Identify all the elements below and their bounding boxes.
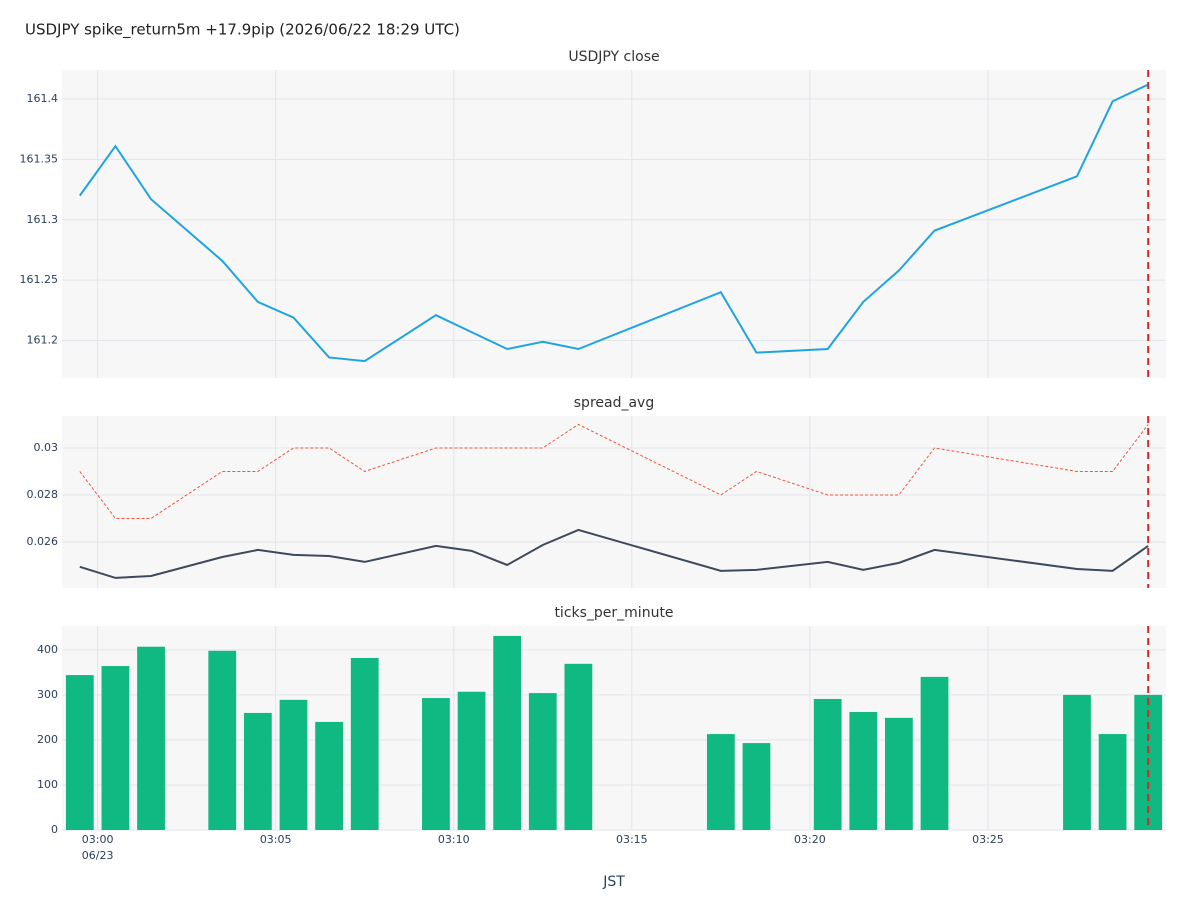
bar: [422, 698, 450, 830]
bar: [920, 676, 949, 830]
bar: [813, 698, 842, 830]
y-tick-label: 0.026: [27, 535, 59, 548]
bar: [849, 712, 878, 830]
x-tick-label: 03:15: [616, 833, 648, 846]
y-tick-label: 0.03: [34, 441, 59, 454]
x-tick-label: 03:05: [260, 833, 292, 846]
y-tick-label: 100: [37, 778, 58, 791]
bar: [457, 691, 486, 830]
bar: [564, 663, 593, 830]
subplot-title: ticks_per_minute: [554, 605, 673, 621]
line-series: [79, 423, 1149, 519]
bar: [1063, 694, 1091, 830]
bar: [350, 657, 379, 830]
bar: [65, 675, 94, 830]
x-date-label: 06/23: [82, 849, 114, 862]
bar: [137, 646, 165, 830]
y-tick-label: 161.3: [27, 213, 59, 226]
bar: [1098, 734, 1127, 830]
bar: [208, 650, 237, 830]
y-tick-label: 400: [37, 643, 58, 656]
line-series: [79, 528, 1149, 579]
plot-area: [62, 416, 1166, 588]
bar: [742, 743, 771, 830]
bar: [315, 721, 343, 830]
bar: [493, 635, 522, 830]
bar: [706, 734, 735, 830]
bar: [101, 666, 130, 830]
y-tick-label: 0.028: [27, 488, 59, 501]
bar: [885, 717, 913, 830]
x-tick-label: 03:10: [438, 833, 470, 846]
bar: [528, 693, 557, 830]
line-series: [78, 83, 1149, 363]
x-tick-label: 03:00: [82, 833, 114, 846]
y-tick-label: 161.4: [27, 92, 59, 105]
plot-area: [62, 70, 1166, 378]
y-tick-label: 161.2: [27, 334, 59, 347]
subplot-title: spread_avg: [574, 395, 654, 411]
subplot-title: USDJPY close: [568, 49, 659, 65]
x-axis-label: JST: [602, 874, 625, 890]
y-tick-label: 200: [37, 733, 58, 746]
x-tick-label: 03:25: [972, 833, 1004, 846]
bar: [279, 699, 308, 830]
x-tick-label: 03:20: [794, 833, 826, 846]
chart-title: USDJPY spike_return5m +17.9pip (2026/06/…: [25, 21, 460, 40]
y-tick-label: 300: [37, 688, 58, 701]
bar: [243, 712, 272, 830]
y-tick-label: 0: [51, 823, 58, 836]
y-tick-label: 161.25: [20, 273, 59, 286]
y-tick-label: 161.35: [20, 152, 59, 165]
